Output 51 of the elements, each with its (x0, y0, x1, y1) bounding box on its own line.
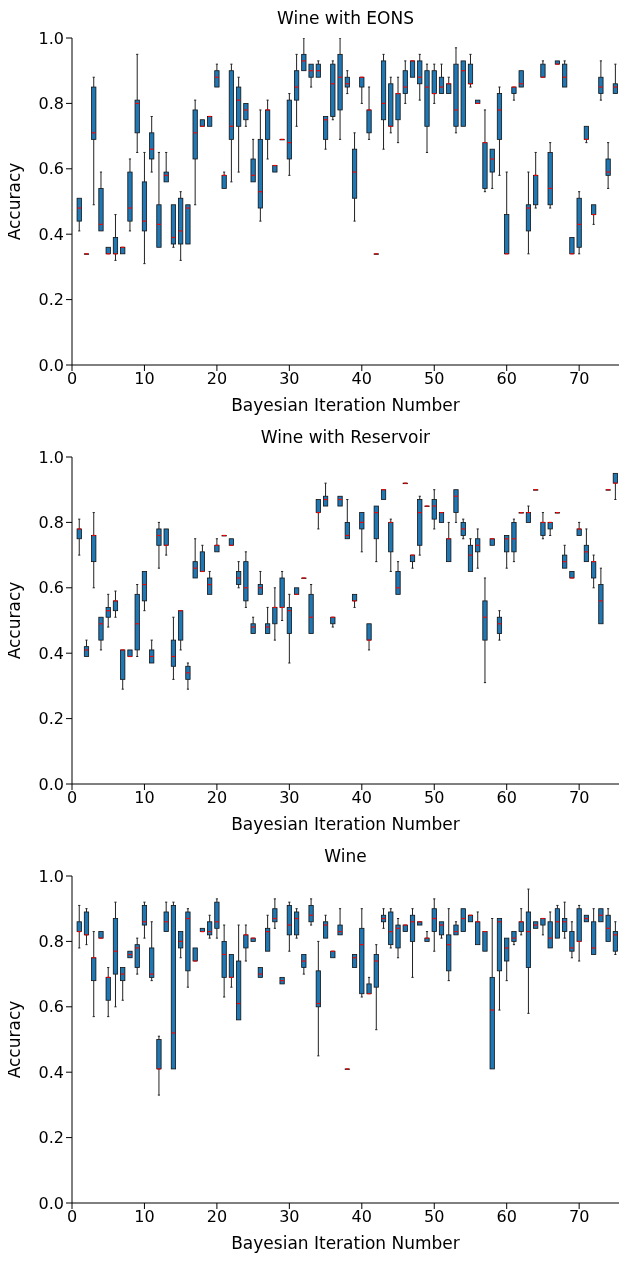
x-tick-label: 0 (66, 788, 78, 808)
x-tick-label: 50 (424, 1207, 445, 1227)
x-tick-label: 70 (568, 369, 590, 389)
y-tick-label: 1.0 (38, 866, 64, 886)
y-axis-title: Accuracy (4, 581, 25, 660)
x-tick-label: 60 (496, 369, 517, 389)
y-tick-label: 0.8 (38, 513, 64, 533)
y-tick-label: 0.2 (38, 290, 64, 310)
y-tick-label: 0.4 (38, 224, 64, 244)
x-tick-label: 10 (134, 1207, 155, 1227)
y-tick-label: 0.6 (38, 159, 64, 179)
chart-title: Wine with Reservoir (259, 427, 432, 449)
x-tick-label: 60 (496, 1207, 517, 1227)
x-tick-label: 40 (351, 788, 372, 808)
y-axis-title: Accuracy (4, 162, 25, 241)
x-tick-label: 30 (279, 369, 300, 389)
x-tick-label: 10 (134, 788, 155, 808)
y-tick-label: 0.4 (38, 643, 64, 663)
y-tick-label: 0.8 (38, 932, 64, 952)
x-axis-title: Bayesian Iteration Number (231, 1233, 460, 1253)
y-tick-label: 0.2 (38, 709, 64, 729)
x-tick-label: 10 (134, 369, 155, 389)
y-tick-label: 0.2 (38, 1128, 64, 1148)
x-tick-label: 40 (351, 369, 372, 389)
x-tick-label: 20 (206, 788, 228, 808)
x-axis-title: Bayesian Iteration Number (231, 814, 460, 834)
x-tick-label: 0 (66, 1207, 78, 1227)
y-axis-title: Accuracy (4, 1000, 25, 1079)
y-tick-label: 0.0 (38, 774, 64, 794)
x-tick-label: 70 (568, 1207, 590, 1227)
y-tick-label: 0.8 (38, 94, 64, 114)
x-tick-label: 40 (351, 1207, 372, 1227)
y-tick-label: 0.6 (38, 578, 64, 598)
y-tick-label: 1.0 (38, 28, 64, 48)
x-tick-label: 60 (496, 788, 517, 808)
x-tick-label: 0 (66, 369, 78, 389)
x-tick-label: 30 (279, 788, 300, 808)
x-tick-label: 50 (424, 369, 445, 389)
x-tick-label: 50 (424, 788, 445, 808)
x-tick-label: 20 (206, 1207, 228, 1227)
chart-title: Wine (323, 846, 368, 868)
y-tick-label: 1.0 (38, 447, 64, 467)
y-tick-label: 0.4 (38, 1062, 64, 1082)
y-tick-label: 0.0 (38, 355, 64, 375)
x-axis-title: Bayesian Iteration Number (231, 395, 460, 415)
x-tick-label: 70 (568, 788, 590, 808)
y-tick-label: 0.6 (38, 997, 64, 1017)
chart-title: Wine with EONS (276, 8, 415, 30)
x-tick-label: 30 (279, 1207, 300, 1227)
y-tick-label: 0.0 (38, 1193, 64, 1213)
x-tick-label: 20 (206, 369, 228, 389)
